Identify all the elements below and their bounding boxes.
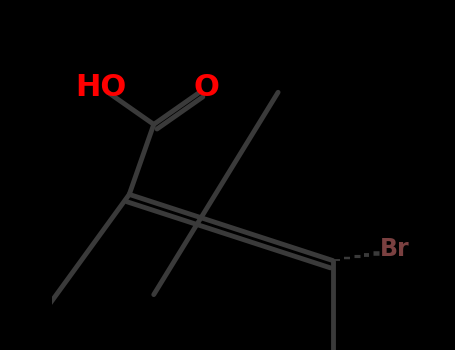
Text: O: O: [194, 72, 220, 102]
Text: Br: Br: [380, 237, 410, 260]
Text: HO: HO: [75, 72, 126, 102]
